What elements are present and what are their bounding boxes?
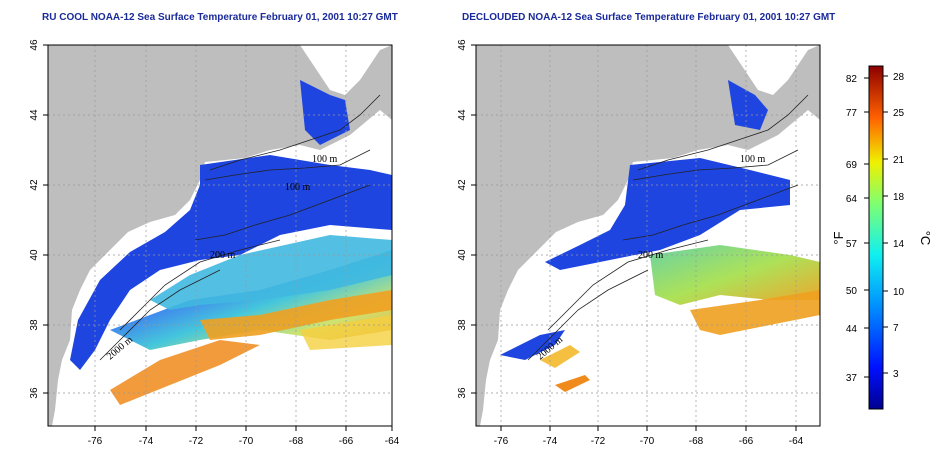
colorbar-fahrenheit-label: °F — [831, 231, 846, 244]
contour-label: 2000 m — [105, 334, 135, 362]
lon-tick: -70 — [640, 436, 655, 447]
lon-tick: -70 — [239, 436, 254, 447]
lon-tick: -66 — [739, 436, 754, 447]
colorbar-celsius-label: °C — [918, 231, 933, 246]
colorbar-f-tick: 50 — [846, 286, 858, 297]
contour-label: 100 m — [312, 154, 338, 165]
lat-tick: 40 — [457, 249, 468, 261]
right-lon-axis: -76 -74 -72 -70 -68 -66 -64 — [494, 426, 804, 447]
right-map: 100 m 200 m 2000 m — [476, 45, 820, 426]
right-lat-axis: 46 44 42 40 38 36 — [457, 39, 476, 399]
colorbar-f-tick: 82 — [846, 74, 858, 85]
lon-tick: -74 — [543, 436, 558, 447]
lat-tick: 46 — [29, 39, 40, 51]
lat-tick: 46 — [457, 39, 468, 51]
lon-tick: -74 — [139, 436, 154, 447]
right-map-title: DECLOUDED NOAA-12 Sea Surface Temperatur… — [462, 12, 836, 23]
colorbar: 82 77 69 64 57 50 44 37 28 25 21 18 14 1… — [831, 65, 933, 410]
colorbar-c-tick: 14 — [893, 239, 905, 250]
lat-tick: 36 — [29, 387, 40, 399]
lon-tick: -68 — [689, 436, 704, 447]
lon-tick: -76 — [88, 436, 103, 447]
lon-tick: -68 — [289, 436, 304, 447]
lat-tick: 44 — [29, 109, 40, 121]
lon-tick: -72 — [591, 436, 606, 447]
left-lat-axis: 46 44 42 40 38 36 — [29, 39, 48, 399]
lon-tick: -66 — [339, 436, 354, 447]
colorbar-c-tick: 7 — [893, 323, 899, 334]
colorbar-f-tick: 77 — [846, 108, 858, 119]
colorbar-c-tick: 18 — [893, 192, 905, 203]
left-map-title: RU COOL NOAA-12 Sea Surface Temperature … — [42, 12, 398, 23]
lon-tick: -72 — [189, 436, 204, 447]
contour-label: 200 m — [210, 250, 236, 261]
colorbar-gradient — [868, 65, 884, 410]
colorbar-c-tick: 21 — [893, 155, 905, 166]
colorbar-f-tick: 44 — [846, 324, 858, 335]
lat-tick: 38 — [457, 319, 468, 331]
lon-tick: -76 — [494, 436, 509, 447]
colorbar-c-tick: 25 — [893, 108, 905, 119]
lat-tick: 36 — [457, 387, 468, 399]
colorbar-f-tick: 69 — [846, 160, 858, 171]
colorbar-f-tick: 57 — [846, 239, 858, 250]
colorbar-f-tick: 64 — [846, 194, 858, 205]
lat-tick: 38 — [29, 319, 40, 331]
contour-label: 100 m — [285, 182, 311, 193]
lon-tick: -64 — [385, 436, 400, 447]
colorbar-c-tick: 28 — [893, 72, 905, 83]
contour-label: 200 m — [638, 250, 664, 261]
colorbar-c-tick: 3 — [893, 369, 899, 380]
left-lon-axis: -76 -74 -72 -70 -68 -66 -64 — [88, 426, 400, 447]
colorbar-c-tick: 10 — [893, 287, 905, 298]
contour-label: 100 m — [740, 154, 766, 165]
lat-tick: 42 — [29, 179, 40, 191]
land-left — [48, 45, 392, 426]
land-right — [476, 45, 820, 426]
lat-tick: 44 — [457, 109, 468, 121]
colorbar-f-tick: 37 — [846, 373, 858, 384]
lon-tick: -64 — [789, 436, 804, 447]
lat-tick: 40 — [29, 249, 40, 261]
lat-tick: 42 — [457, 179, 468, 191]
left-map: 100 m 100 m 200 m 2000 m — [48, 45, 392, 426]
